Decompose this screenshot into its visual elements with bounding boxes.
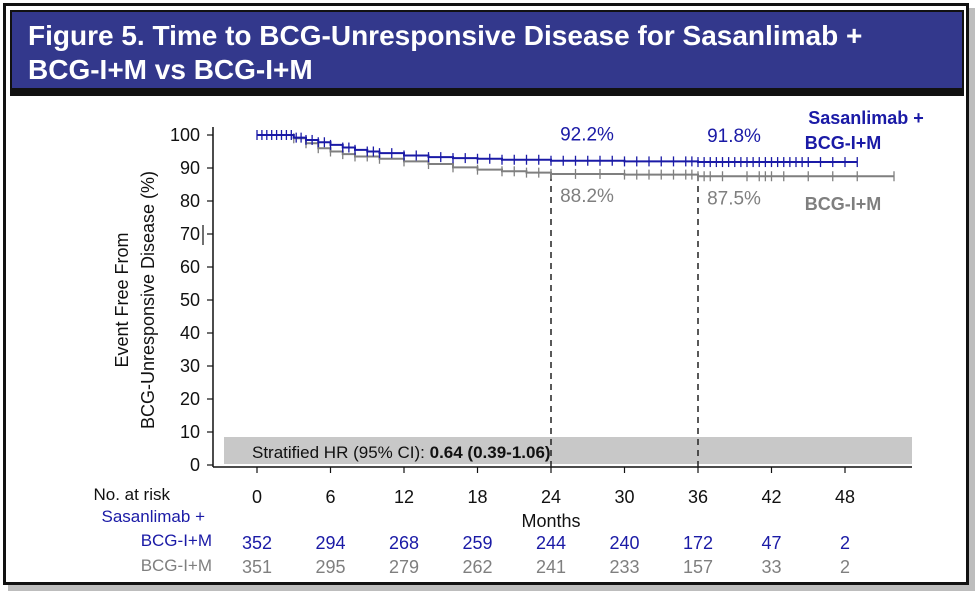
y-tick-label: 100 bbox=[170, 125, 200, 145]
annotation-label: 91.8% bbox=[707, 126, 761, 147]
risk-table-header: No. at risk bbox=[93, 485, 170, 504]
x-tick-label: 48 bbox=[835, 487, 855, 507]
x-tick-label: 12 bbox=[394, 487, 414, 507]
risk-value-sasanlimab: 294 bbox=[315, 533, 345, 553]
risk-value-sasanlimab: 352 bbox=[242, 533, 272, 553]
x-tick-label: 18 bbox=[467, 487, 487, 507]
frame-shadow-bottom bbox=[8, 585, 975, 591]
x-tick-label: 0 bbox=[252, 487, 262, 507]
risk-value-sasanlimab: 2 bbox=[840, 533, 850, 553]
x-tick-label: 24 bbox=[541, 487, 561, 507]
legend-bcg: BCG-I+M bbox=[805, 194, 882, 214]
risk-value-sasanlimab: 172 bbox=[683, 533, 713, 553]
risk-value-bcg: 241 bbox=[536, 557, 566, 577]
risk-value-sasanlimab: 47 bbox=[761, 533, 781, 553]
legend-sasanlimab-line1: Sasanlimab + bbox=[808, 108, 924, 128]
hr-label: Stratified HR (95% CI): bbox=[252, 443, 430, 462]
y-tick-label: 10 bbox=[180, 422, 200, 442]
risk-value-bcg: 262 bbox=[462, 557, 492, 577]
y-tick-label: 0 bbox=[190, 455, 200, 475]
figure-title-line1: Figure 5. Time to BCG-Unresponsive Disea… bbox=[28, 20, 863, 51]
x-tick-label: 30 bbox=[614, 487, 634, 507]
annotation-label: 87.5% bbox=[707, 188, 761, 209]
y-tick-label: 20 bbox=[180, 389, 200, 409]
risk-value-bcg: 2 bbox=[840, 557, 850, 577]
y-tick-label: 80 bbox=[180, 191, 200, 211]
frame-shadow-right bbox=[969, 8, 975, 588]
y-tick-label: 50 bbox=[180, 290, 200, 310]
risk-value-sasanlimab: 259 bbox=[462, 533, 492, 553]
risk-value-bcg: 233 bbox=[609, 557, 639, 577]
x-tick-label: 36 bbox=[688, 487, 708, 507]
x-tick-label: 42 bbox=[761, 487, 781, 507]
risk-row-label-sasanlimab-line2: BCG-I+M bbox=[141, 531, 212, 550]
risk-value-sasanlimab: 244 bbox=[536, 533, 566, 553]
risk-value-sasanlimab: 240 bbox=[609, 533, 639, 553]
sasanlimab-curve bbox=[257, 134, 858, 164]
y-tick-label: 70 bbox=[180, 224, 200, 244]
risk-value-bcg: 33 bbox=[761, 557, 781, 577]
x-tick-label: 6 bbox=[325, 487, 335, 507]
figure-title-bar: Figure 5. Time to BCG-Unresponsive Disea… bbox=[10, 10, 964, 90]
risk-value-bcg: 351 bbox=[242, 557, 272, 577]
y-tick-label: 60 bbox=[180, 257, 200, 277]
annotation-label: 88.2% bbox=[560, 186, 614, 207]
y-axis-label-line2: BCG-Unresponsive Disease (%) bbox=[138, 171, 158, 429]
risk-value-sasanlimab: 268 bbox=[389, 533, 419, 553]
hr-value: 0.64 (0.39-1.06) bbox=[430, 443, 551, 462]
y-axis-label-line1: Event Free From bbox=[112, 232, 132, 367]
risk-value-bcg: 279 bbox=[389, 557, 419, 577]
x-axis-label: Months bbox=[521, 511, 580, 531]
legend-sasanlimab-line2: BCG-I+M bbox=[805, 133, 882, 153]
figure-title-line2: BCG-I+M vs BCG-I+M bbox=[28, 54, 313, 85]
risk-row-label-sasanlimab-line1: Sasanlimab + bbox=[102, 507, 206, 526]
risk-row-label-bcg: BCG-I+M bbox=[141, 556, 212, 575]
hr-text: Stratified HR (95% CI): 0.64 (0.39-1.06) bbox=[252, 443, 551, 462]
risk-value-bcg: 157 bbox=[683, 557, 713, 577]
y-tick-label: 30 bbox=[180, 356, 200, 376]
title-underline bbox=[10, 90, 964, 96]
hr-box bbox=[224, 437, 912, 464]
figure-frame bbox=[3, 3, 969, 585]
annotation-label: 92.2% bbox=[560, 125, 614, 146]
risk-value-bcg: 295 bbox=[315, 557, 345, 577]
y-tick-label: 90 bbox=[180, 158, 200, 178]
figure-title: Figure 5. Time to BCG-Unresponsive Disea… bbox=[28, 19, 948, 87]
y-tick-label: 40 bbox=[180, 323, 200, 343]
